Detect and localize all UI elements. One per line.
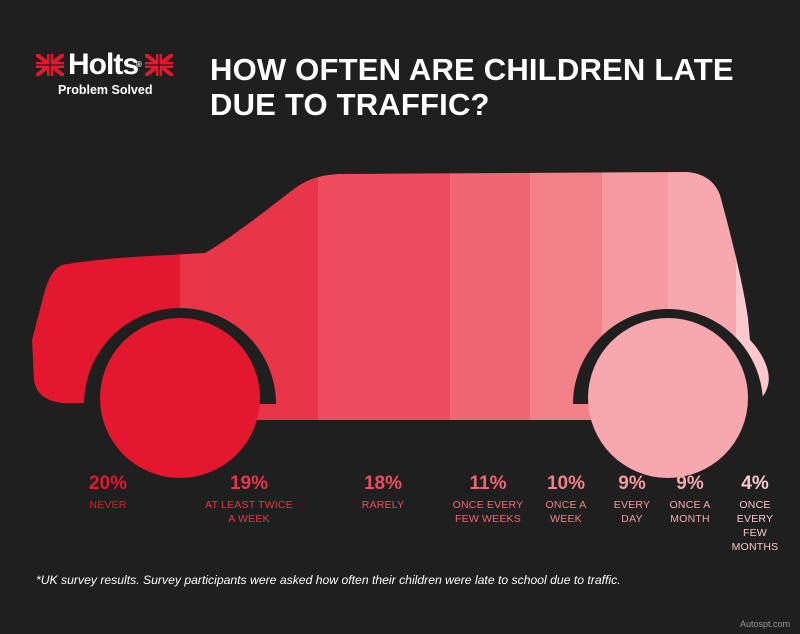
data-label-caption: ONCE A MONTH: [660, 498, 720, 526]
data-label-caption: ONCE EVERY FEW WEEKS: [443, 498, 533, 526]
watermark: Autospt.com: [739, 619, 790, 629]
caption-line: AT LEAST TWICE: [205, 499, 293, 511]
data-label-caption: EVERY DAY: [607, 498, 657, 526]
data-label-value: 19%: [229, 473, 269, 494]
caption-line: NEVER: [89, 499, 127, 511]
data-label-value: 4%: [741, 473, 769, 494]
caption-line: EVERY FEW: [736, 513, 774, 539]
data-label-2: 19% AT LEAST TWICE A WEEK: [189, 473, 309, 526]
caption-line: MONTH: [670, 513, 710, 525]
data-label-caption: ONCE EVERY FEW MONTHS: [730, 498, 780, 554]
data-label-value: 18%: [363, 473, 403, 494]
wheel-left: [100, 318, 260, 478]
caption-line: RARELY: [361, 499, 405, 511]
caption-line: WEEK: [550, 513, 582, 525]
union-jack-right-icon: [144, 54, 173, 76]
caption-line: ONCE A: [669, 499, 711, 511]
data-label-caption: AT LEAST TWICE A WEEK: [189, 498, 309, 526]
data-label-caption: NEVER: [68, 498, 148, 512]
chart-title: HOW OFTEN ARE CHILDREN LATE DUE TO TRAFF…: [210, 52, 734, 122]
caption-line: ONCE: [739, 499, 771, 511]
brand-tagline: Problem Solved: [58, 83, 153, 97]
data-label-caption: ONCE A WEEK: [531, 498, 601, 526]
caption-line: ONCE EVERY: [452, 499, 524, 511]
caption-line: FEW WEEKS: [455, 513, 521, 525]
data-label-1: 20% NEVER: [68, 473, 148, 512]
data-label-5: 10% ONCE A WEEK: [531, 473, 601, 526]
holts-logo: Holts® Problem Solved: [36, 50, 176, 106]
caption-line: A WEEK: [228, 513, 270, 525]
brand-name: Holts®: [68, 48, 142, 81]
data-label-6: 9% EVERY DAY: [607, 473, 657, 526]
data-label-4: 11% ONCE EVERY FEW WEEKS: [443, 473, 533, 526]
data-label-caption: RARELY: [343, 498, 423, 512]
caption-line: DAY: [621, 513, 643, 525]
data-label-value: 9%: [618, 473, 646, 494]
footnote: *UK survey results. Survey participants …: [36, 573, 621, 587]
caption-line: ONCE A: [545, 499, 587, 511]
union-jack-left-icon: [36, 54, 64, 76]
caption-line: MONTHS: [731, 541, 779, 553]
wheel-right: [588, 318, 748, 478]
caption-line: EVERY: [613, 499, 651, 511]
data-label-3: 18% RARELY: [343, 473, 423, 512]
data-label-value: 10%: [546, 473, 586, 494]
bar-segment-3: [318, 172, 451, 420]
data-label-value: 20%: [88, 473, 128, 494]
data-label-value: 11%: [469, 473, 507, 494]
data-label-8: 4% ONCE EVERY FEW MONTHS: [730, 473, 780, 554]
data-label-7: 9% ONCE A MONTH: [660, 473, 720, 526]
bar-segment-4: [450, 172, 531, 420]
data-label-value: 9%: [676, 473, 704, 494]
